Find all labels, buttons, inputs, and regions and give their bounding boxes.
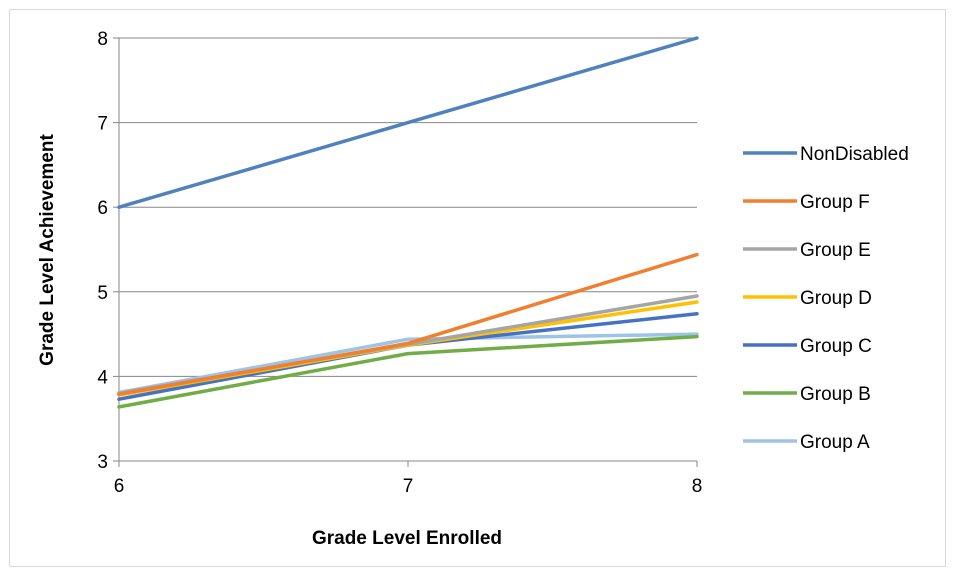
series-line-group-f — [117, 252, 699, 396]
legend-label-group-d: Group D — [800, 288, 872, 309]
x-tick-label: 6 — [114, 476, 125, 497]
legend-label-group-c: Group C — [800, 336, 872, 357]
y-tick-label: 8 — [97, 29, 108, 50]
y-tick-label: 4 — [97, 367, 108, 388]
series-line-group-d — [117, 300, 699, 397]
y-tick-label: 6 — [97, 198, 108, 219]
y-tick-label: 5 — [97, 283, 108, 304]
y-axis-title: Grade Level Achievement — [37, 134, 58, 366]
y-tick-label: 7 — [97, 114, 108, 135]
legend: NonDisabled Group F Group E Group D Group C G… — [743, 144, 909, 453]
legend-label-group-e: Group E — [800, 240, 871, 261]
series-line-nondisabled — [117, 36, 699, 209]
tick-labels: 3 4 5 6 7 8 6 7 8 — [97, 29, 702, 497]
legend-label-group-b: Group B — [800, 384, 871, 405]
x-tick-label: 7 — [403, 476, 414, 497]
x-axis-title: Grade Level Enrolled — [312, 528, 502, 549]
y-tick-label: 3 — [97, 452, 108, 473]
series-line-group-a — [117, 332, 699, 395]
series-line-group-c — [117, 312, 699, 401]
legend-label-group-a: Group A — [800, 432, 870, 453]
legend-label-nondisabled: NonDisabled — [800, 144, 909, 165]
legend-label-group-f: Group F — [800, 192, 870, 213]
chart-frame: 3 4 5 6 7 8 6 7 8 Grade Level Enrolled Grade Lev… — [9, 9, 946, 567]
axes — [113, 37, 698, 467]
line-chart: 3 4 5 6 7 8 6 7 8 Grade Level Enrolled Grade Lev… — [37, 29, 909, 549]
series-lines — [117, 36, 699, 409]
series-line-group-b — [117, 334, 699, 409]
gridlines — [119, 37, 697, 377]
x-tick-label: 8 — [692, 476, 703, 497]
